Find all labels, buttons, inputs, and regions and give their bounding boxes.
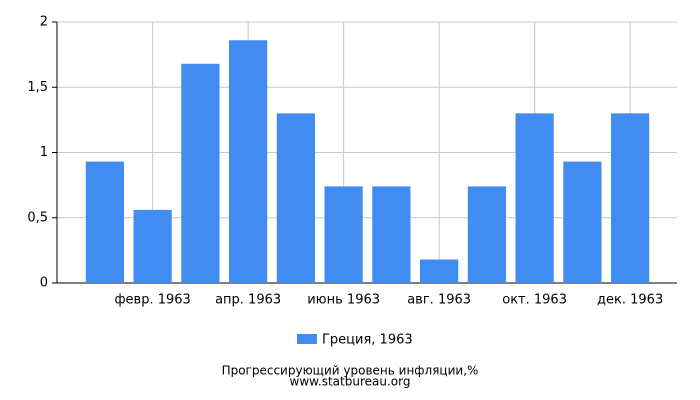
y-tick-label: 2 — [40, 15, 48, 30]
footer-text: www.statbureau.org — [290, 375, 411, 389]
y-tick-label: 0,5 — [27, 210, 48, 225]
bar — [181, 63, 220, 284]
footer-text: Прогрессирующий уровень инфляции,% — [222, 364, 479, 378]
y-tick-label: 1 — [40, 145, 48, 160]
x-tick-label: дек. 1963 — [597, 293, 663, 308]
bar — [276, 113, 315, 283]
bar — [611, 113, 650, 283]
bar — [133, 209, 172, 283]
y-tick-label: 0 — [40, 276, 48, 291]
bar — [85, 161, 124, 283]
x-tick-label: окт. 1963 — [502, 293, 567, 308]
legend-swatch — [297, 334, 317, 344]
bar — [515, 113, 554, 283]
x-tick-label: февр. 1963 — [114, 293, 190, 308]
bar — [420, 259, 459, 283]
x-tick-label: авг. 1963 — [407, 293, 471, 308]
x-tick-label: апр. 1963 — [215, 293, 281, 308]
bar — [324, 186, 363, 283]
x-tick-label: июнь 1963 — [307, 293, 380, 308]
y-tick-label: 1,5 — [27, 80, 48, 95]
bar — [372, 186, 411, 283]
bar — [563, 161, 602, 283]
bar — [467, 186, 506, 283]
legend-label: Греция, 1963 — [322, 333, 413, 348]
bar — [229, 40, 268, 283]
